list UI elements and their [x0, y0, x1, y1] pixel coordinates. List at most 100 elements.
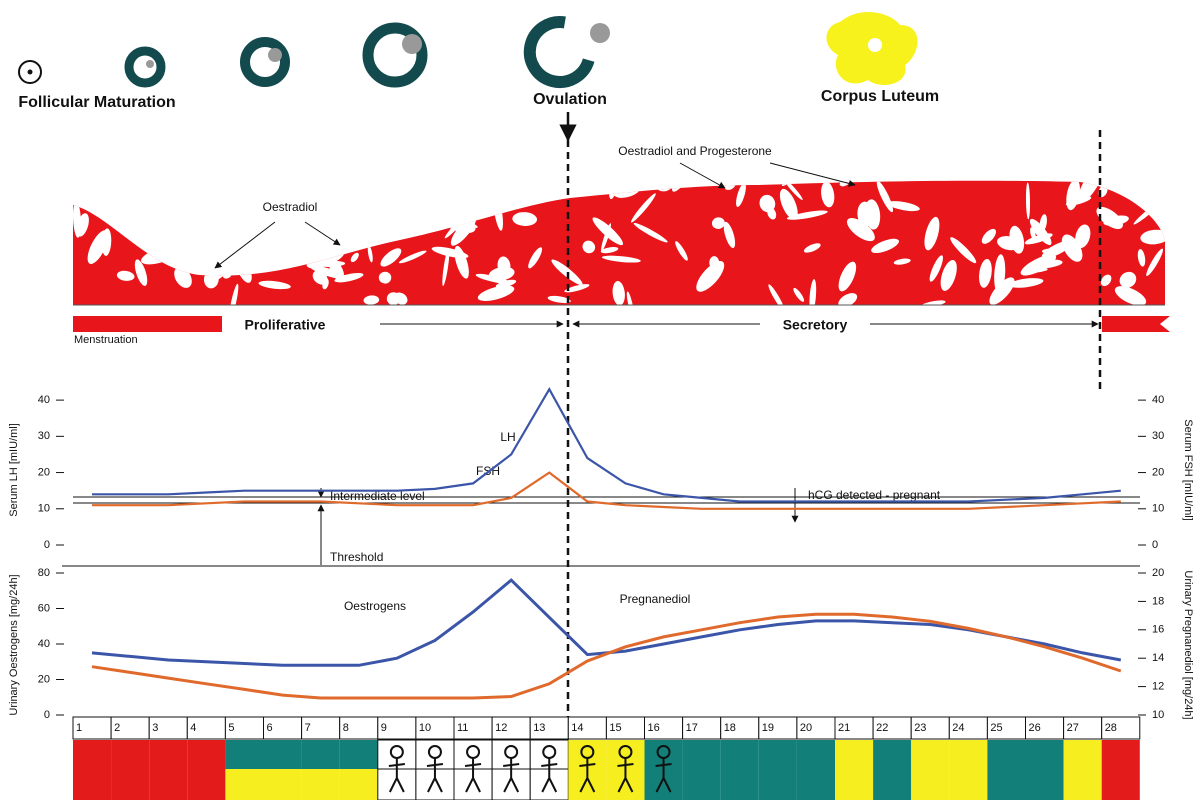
gland	[838, 293, 858, 305]
day-number: 11	[457, 722, 468, 734]
body	[579, 758, 596, 793]
gland	[228, 228, 247, 252]
gland	[343, 219, 354, 241]
y2-tick-label: 12	[1152, 681, 1164, 693]
gland	[149, 194, 156, 221]
gland	[231, 211, 240, 231]
gland	[1078, 180, 1103, 203]
gland	[1020, 254, 1057, 276]
day-number: 23	[914, 722, 926, 734]
day-number: 28	[1105, 722, 1117, 734]
day-cell-bottom	[682, 769, 721, 800]
threshold-lines	[62, 488, 1140, 567]
day-cell-bottom	[73, 769, 112, 800]
day-cell-top	[949, 740, 988, 769]
gland	[367, 245, 373, 263]
annotation: Oestradiol	[263, 200, 318, 214]
baby-icon	[464, 745, 482, 793]
gland	[166, 202, 177, 234]
gland	[384, 194, 403, 205]
series-label: Oestrogens	[344, 599, 406, 613]
day-number: 10	[419, 722, 431, 734]
gland	[450, 215, 477, 246]
gland	[1030, 227, 1036, 241]
gland	[1146, 248, 1164, 277]
gland	[73, 201, 81, 238]
gland	[736, 182, 746, 207]
y2-tick-label: 40	[1152, 394, 1164, 406]
gland	[240, 186, 262, 198]
day-number: 25	[990, 722, 1002, 734]
gland	[759, 194, 776, 213]
gland	[803, 243, 821, 253]
day-number: 14	[571, 722, 583, 734]
gland	[582, 240, 596, 254]
day-cell-bottom	[835, 769, 874, 800]
body	[426, 758, 444, 793]
day-cell-bottom	[1101, 769, 1140, 800]
baby-icon	[503, 745, 520, 793]
gland	[857, 201, 874, 227]
gland	[134, 259, 148, 286]
gland	[209, 180, 234, 211]
gland	[626, 291, 634, 305]
gland	[630, 193, 656, 223]
gland	[592, 217, 624, 246]
gland	[600, 180, 629, 194]
label: Corpus Luteum	[821, 88, 939, 105]
arrow	[769, 162, 856, 187]
day-cell-top	[987, 740, 1026, 769]
day-number: 2	[114, 722, 120, 734]
day-number: 16	[648, 722, 660, 734]
y-tick-label: 0	[44, 709, 50, 721]
day-cell-top	[796, 740, 835, 769]
gland	[1119, 271, 1137, 288]
gland	[1139, 180, 1145, 196]
gland	[989, 277, 1015, 305]
day-cell-bottom	[796, 769, 835, 800]
y-tick-label: 20	[38, 466, 50, 478]
day-cell-top	[873, 740, 912, 769]
gland	[1025, 182, 1031, 220]
series-line	[92, 386, 1121, 503]
y-axis-label: Serum LH [mIU/ml]	[8, 423, 20, 517]
gland	[185, 219, 193, 242]
gland	[287, 254, 307, 261]
day-number: 19	[762, 722, 774, 734]
phase-bar	[73, 304, 1170, 332]
gland	[380, 248, 402, 267]
gland	[786, 210, 828, 220]
gland	[1029, 218, 1052, 246]
gland	[612, 281, 625, 305]
day-cell-bottom	[187, 769, 226, 800]
day-cell-top	[758, 740, 797, 769]
gland	[512, 212, 538, 226]
gland	[1041, 240, 1073, 259]
gland	[329, 259, 345, 281]
series-line	[91, 612, 1122, 700]
day-number: 13	[533, 722, 545, 734]
gland	[1114, 286, 1147, 305]
gland	[929, 255, 943, 282]
gland	[768, 284, 785, 305]
y2-tick-label: 20	[1152, 567, 1164, 579]
day-number: 12	[495, 722, 507, 734]
y-tick-label: 20	[38, 673, 50, 685]
series-line	[92, 471, 1121, 510]
y2-tick-label: 14	[1152, 652, 1164, 664]
gland	[893, 258, 911, 265]
baby-icon	[541, 745, 558, 793]
arrow	[679, 162, 726, 189]
gland	[924, 216, 940, 251]
gland	[793, 287, 805, 302]
gland	[696, 260, 725, 292]
gland	[363, 295, 380, 305]
body	[617, 758, 634, 793]
y2-axis-label: Serum FSH [mIU/ml]	[1182, 419, 1194, 520]
y-tick-label: 60	[38, 602, 50, 614]
y-tick-label: 40	[38, 638, 50, 650]
gland	[950, 237, 977, 264]
gland	[981, 228, 997, 244]
gland	[338, 236, 352, 245]
